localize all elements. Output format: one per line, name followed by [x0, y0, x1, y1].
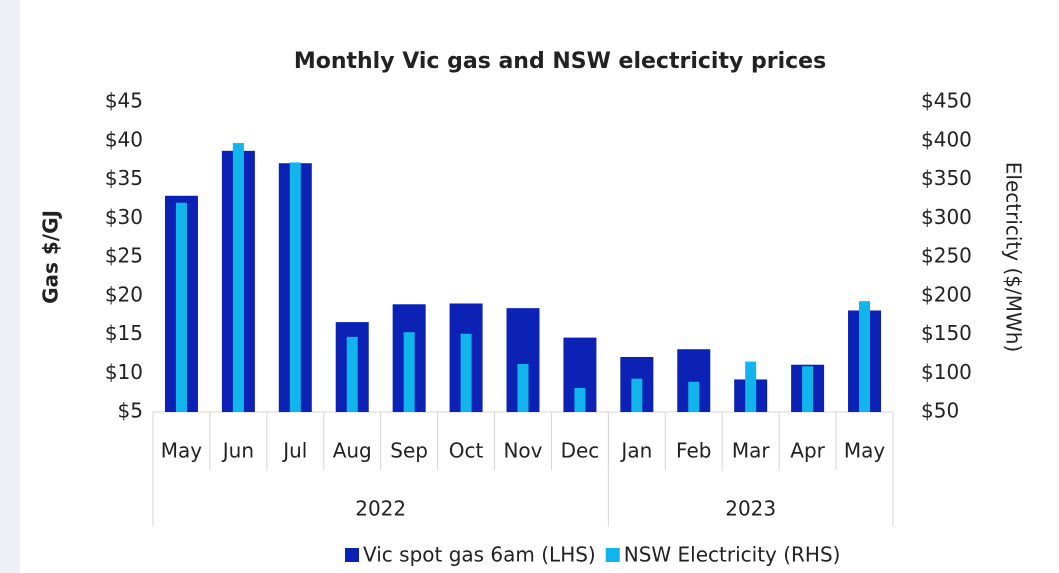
y-tick-label: $20	[105, 282, 143, 306]
bar	[460, 333, 472, 412]
y-tick-label: $35	[105, 166, 143, 190]
bar	[688, 381, 700, 412]
y2-tick-label: $250	[921, 244, 972, 268]
bar	[745, 361, 757, 412]
bar	[289, 162, 301, 412]
x-tick-label: Dec	[561, 439, 600, 463]
x-tick-label: Jun	[221, 439, 254, 463]
y2-tick-label: $450	[921, 89, 972, 113]
y2-tick-label: $200	[921, 282, 972, 306]
x-tick-label: Apr	[790, 439, 825, 463]
bar	[859, 301, 871, 412]
x-tick-label: Nov	[503, 439, 542, 463]
legend-swatch	[345, 548, 359, 562]
y2-axis-label: Electricity ($/MWh)	[1002, 162, 1026, 352]
x-tick-label: Sep	[390, 439, 428, 463]
y2-tick-label: $50	[921, 399, 959, 423]
y-tick-label: $40	[105, 127, 143, 151]
y2-tick-label: $400	[921, 127, 972, 151]
y-tick-label: $5	[118, 399, 143, 423]
x-tick-label: Jul	[281, 439, 307, 463]
y2-tick-label: $100	[921, 360, 972, 384]
chart-title: Monthly Vic gas and NSW electricity pric…	[294, 49, 826, 74]
bar	[517, 363, 529, 412]
legend-swatch	[605, 548, 620, 562]
y2-tick-label: $150	[921, 321, 972, 345]
bar	[574, 387, 586, 412]
x-tick-label: Jan	[619, 439, 652, 463]
x-tick-label: May	[161, 439, 203, 463]
bar	[631, 378, 643, 412]
x-tick-label: May	[844, 439, 886, 463]
y-tick-label: $10	[105, 360, 143, 384]
x-tick-label: Mar	[732, 439, 771, 463]
x-tick-label: Aug	[333, 439, 372, 463]
y2-tick-label: $300	[921, 205, 972, 229]
y2-tick-label: $350	[921, 166, 972, 190]
y-axis-label: Gas $/GJ	[39, 210, 63, 304]
y-tick-label: $30	[105, 205, 143, 229]
x-tick-label: Oct	[449, 439, 484, 463]
bar	[232, 143, 244, 412]
bar	[346, 336, 358, 412]
bar	[802, 366, 814, 412]
group-label: 2022	[355, 497, 406, 521]
legend-label: Vic spot gas 6am (LHS)	[363, 543, 596, 567]
legend-label: NSW Electricity (RHS)	[624, 543, 841, 567]
y-tick-label: $45	[105, 89, 143, 113]
x-tick-label: Feb	[676, 439, 711, 463]
y-tick-label: $25	[105, 244, 143, 268]
bar	[175, 202, 187, 412]
bar	[403, 332, 415, 412]
y-tick-label: $15	[105, 321, 143, 345]
group-label: 2023	[725, 497, 776, 521]
